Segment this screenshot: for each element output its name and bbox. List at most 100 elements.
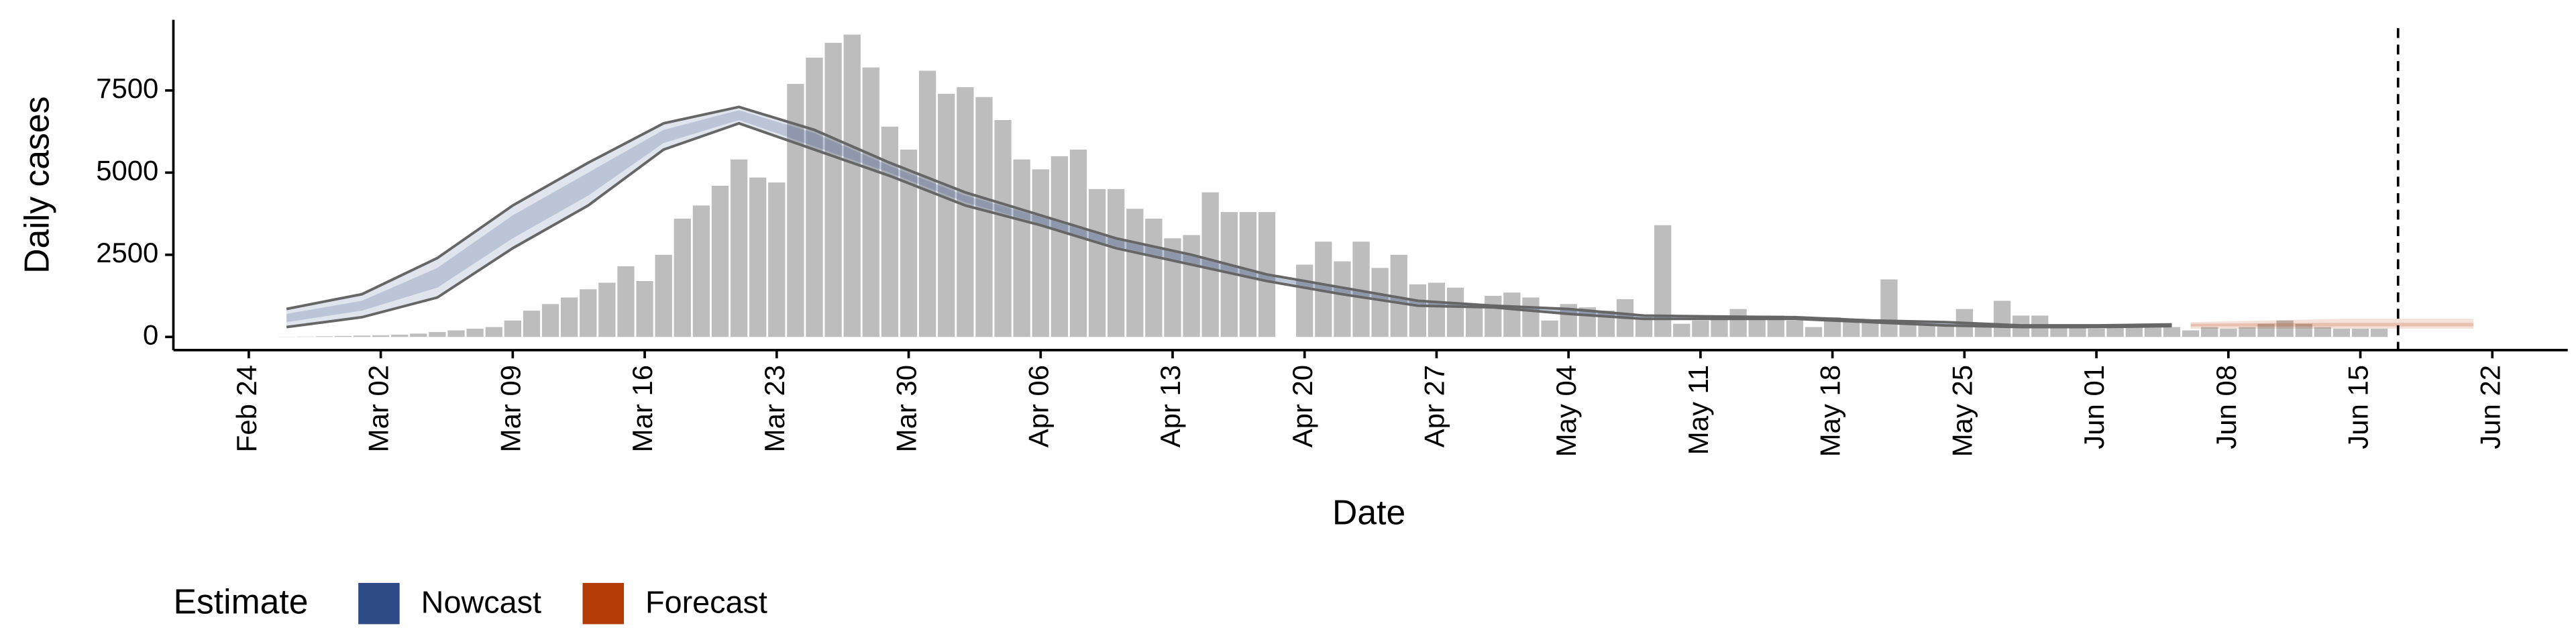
bar (711, 185, 729, 337)
x-tick-label: Mar 30 (891, 365, 922, 452)
bar (2257, 323, 2275, 337)
bar (429, 331, 446, 337)
bar (1711, 317, 1728, 337)
x-tick-label: Jun 08 (2210, 365, 2242, 449)
bar (523, 311, 541, 337)
legend-title: Estimate (173, 582, 308, 621)
bar (674, 218, 691, 337)
bar (881, 126, 899, 337)
bar (2314, 327, 2331, 337)
bar (1183, 235, 1200, 337)
legend-label: Forecast (645, 584, 767, 619)
bar (561, 297, 578, 337)
bar (372, 335, 390, 337)
ribbon-90 (2190, 319, 2474, 329)
bar (1051, 156, 1069, 337)
x-tick-label: Apr 13 (1155, 365, 1186, 447)
bar (2050, 327, 2068, 337)
x-tick-label: Apr 27 (1418, 365, 1450, 447)
bar (1748, 317, 1766, 337)
bar (1880, 279, 1898, 337)
x-tick-label: Mar 16 (627, 365, 658, 452)
bar (1108, 189, 1125, 337)
x-tick-label: Mar 23 (759, 365, 790, 452)
x-tick-label: Jun 22 (2474, 365, 2506, 449)
x-tick-label: May 25 (1946, 365, 1978, 457)
bar (636, 280, 653, 337)
bar (1692, 320, 1709, 337)
x-tick-label: May 04 (1550, 365, 1582, 457)
y-axis-title: Daily cases (17, 97, 56, 274)
bar (598, 282, 616, 337)
bar (1937, 325, 1954, 337)
bar (1032, 169, 1049, 337)
ribbon-50 (2190, 323, 2474, 327)
bar (504, 320, 521, 337)
bar (2220, 329, 2237, 337)
bar (1673, 323, 1690, 337)
bar (1145, 218, 1163, 337)
x-tick-label: May 18 (1815, 365, 1846, 457)
bar (768, 182, 786, 337)
x-tick-label: May 11 (1682, 365, 1714, 455)
bar (447, 330, 465, 337)
bar (1918, 323, 1935, 337)
bar (466, 329, 484, 337)
bar (2239, 327, 2256, 337)
bar (1466, 307, 1483, 337)
bar (1522, 297, 1540, 337)
bar (315, 336, 333, 337)
bar (1993, 301, 2011, 337)
bar (1201, 192, 1219, 337)
x-tick-label: Apr 20 (1287, 365, 1318, 447)
bar (1729, 309, 1747, 337)
bar (1013, 159, 1030, 337)
y-tick-label: 0 (143, 319, 158, 350)
bar (2069, 327, 2086, 337)
bar (1088, 189, 1106, 337)
y-tick-label: 2500 (96, 237, 158, 268)
bar (1409, 284, 1426, 337)
bar (1296, 264, 1313, 337)
bar (1843, 320, 1860, 337)
x-axis-title: Date (1332, 493, 1405, 532)
bar (2088, 329, 2105, 337)
y-tick-label: 7500 (96, 72, 158, 104)
bar (541, 304, 559, 337)
bar (938, 93, 955, 337)
bar (806, 57, 823, 337)
x-tick-label: Jun 15 (2343, 365, 2374, 449)
bar (391, 334, 409, 337)
bar (1446, 287, 1464, 337)
bar (334, 335, 352, 337)
bar (1334, 261, 1351, 337)
bar (2351, 329, 2369, 337)
bar (1485, 296, 1502, 337)
bar (2371, 329, 2388, 337)
bar (2182, 330, 2200, 337)
legend-swatch (582, 582, 625, 625)
bar (824, 42, 842, 337)
bar (2201, 327, 2218, 337)
x-tick-label: Mar 02 (363, 365, 394, 452)
bar (918, 70, 936, 337)
bar (975, 97, 993, 337)
bar (1786, 320, 1804, 337)
bar (843, 34, 861, 337)
bar (2332, 329, 2351, 337)
x-tick-label: Apr 06 (1022, 365, 1054, 447)
bar (353, 335, 371, 337)
bar (692, 205, 710, 337)
y-tick-label: 5000 (96, 154, 158, 186)
bar (862, 67, 879, 337)
bar (2125, 327, 2143, 337)
bar (1371, 268, 1389, 337)
bar (485, 327, 502, 337)
bar (2106, 327, 2124, 337)
bar (655, 254, 672, 337)
bar (580, 289, 597, 337)
bar (749, 177, 767, 337)
ribbon-edge (286, 121, 2172, 329)
